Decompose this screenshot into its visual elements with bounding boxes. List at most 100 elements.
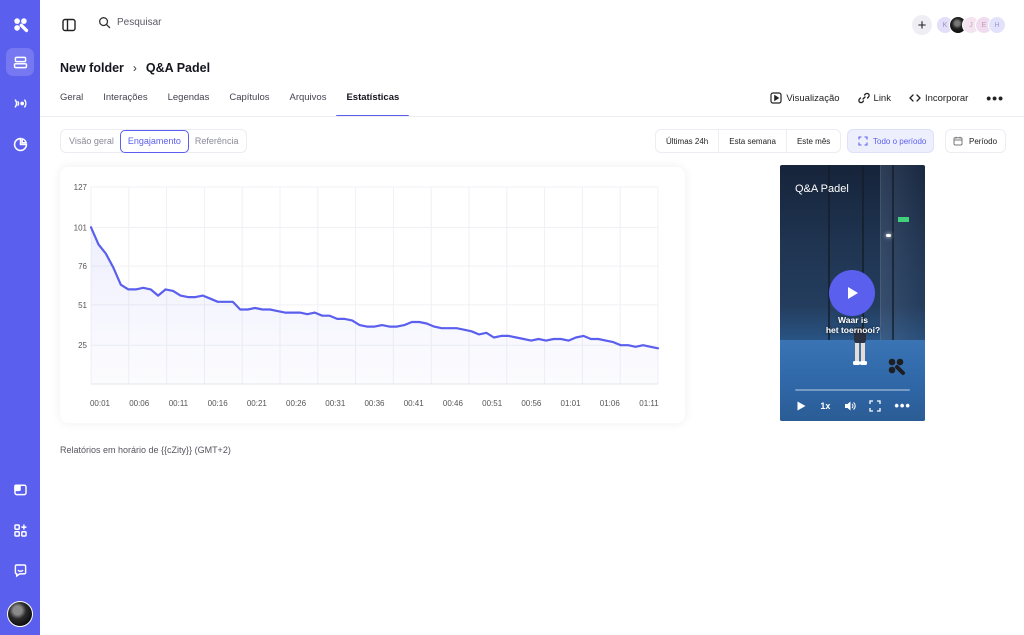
embed-button[interactable]: Incorporar (909, 92, 968, 104)
y-tick-label: 25 (78, 341, 87, 350)
analytics-icon[interactable] (6, 130, 34, 158)
date-range-selector: Últimas 24h Esta semana Este mês (655, 129, 842, 153)
search-icon (99, 17, 111, 29)
calendar-icon (953, 136, 963, 146)
series-line (89, 226, 660, 350)
x-tick-label: 00:36 (364, 399, 385, 408)
y-tick-label: 51 (78, 301, 87, 310)
x-tick-label: 00:21 (247, 399, 268, 408)
range-last-24h[interactable]: Últimas 24h (656, 130, 720, 152)
logo-icon[interactable] (6, 10, 34, 38)
y-tick-label: 127 (74, 183, 88, 192)
volume-icon[interactable] (844, 400, 856, 412)
tab-legendas[interactable]: Legendas (167, 92, 210, 103)
player-figure (853, 327, 867, 365)
x-tick-label: 00:11 (169, 399, 189, 408)
search-input[interactable]: Pesquisar (98, 16, 161, 29)
divider (40, 116, 1024, 117)
video-caption: Waar is het toernooi? (820, 315, 886, 335)
x-tick-label: 01:06 (600, 399, 621, 408)
pole (892, 165, 894, 355)
play-control-icon[interactable] (795, 400, 807, 412)
collaborators: + K J E H (912, 15, 1006, 35)
y-tick-label: 101 (74, 223, 88, 232)
video-progress-bar[interactable] (795, 389, 910, 391)
link-label: Link (873, 92, 891, 104)
embed-icon[interactable] (6, 475, 34, 503)
x-tick-label: 00:51 (482, 399, 503, 408)
embed-label: Incorporar (924, 92, 969, 104)
search-placeholder: Pesquisar (117, 17, 162, 28)
pole (828, 165, 830, 355)
chat-icon[interactable] (6, 556, 34, 584)
fullscreen-icon[interactable] (869, 400, 881, 412)
range-this-week[interactable]: Esta semana (719, 130, 787, 152)
left-rail (0, 0, 40, 635)
all-period-label: Todo o período (873, 136, 927, 146)
top-bar: Pesquisar + K J E H (40, 0, 1024, 50)
glass-wall (880, 165, 925, 345)
period-label: Período (969, 136, 998, 146)
tab-arquivos[interactable]: Arquivos (289, 92, 327, 103)
page-title: Q&A Padel (145, 61, 211, 75)
breadcrumb-folder[interactable]: New folder (60, 61, 124, 75)
user-avatar[interactable] (7, 601, 33, 627)
brand-logo-icon (888, 358, 905, 375)
tab-geral[interactable]: Geral (60, 92, 84, 103)
x-tick-label: 00:26 (286, 399, 307, 408)
video-player[interactable]: Q&A Padel Waar is het toernooi? 1x ••• (780, 165, 925, 421)
code-icon (909, 94, 921, 102)
link-button[interactable]: Link (857, 92, 891, 104)
tab-bar: Geral Interações Legendas Capítulos Arqu… (60, 92, 410, 117)
play-square-icon (770, 92, 782, 104)
subtab-engagement[interactable]: Engajamento (119, 129, 189, 153)
x-tick-label: 00:56 (521, 399, 542, 408)
series-area (91, 227, 658, 384)
x-tick-label: 00:06 (129, 399, 150, 408)
link-icon (857, 92, 870, 104)
tab-estatisticas[interactable]: Estatísticas (336, 92, 410, 117)
subtab-overview[interactable]: Visão geral (69, 136, 114, 146)
tab-interacoes[interactable]: Interações (103, 92, 148, 103)
apps-icon[interactable] (6, 516, 34, 544)
sidebar-toggle-icon[interactable] (61, 17, 77, 33)
custom-period-button[interactable]: Período (945, 129, 1006, 153)
speed-button[interactable]: 1x (820, 401, 831, 411)
broadcast-icon[interactable] (6, 89, 34, 117)
add-collaborator-button[interactable]: + (912, 15, 932, 35)
more-options-icon[interactable]: ••• (986, 90, 1004, 106)
pole (862, 165, 864, 355)
engagement-chart: 25 51 76 101 127 00:01 00:06 00:11 00:16 00:21 00:… (60, 167, 685, 423)
preview-label: Visualização (786, 92, 840, 104)
video-more-icon[interactable]: ••• (894, 398, 911, 413)
play-button[interactable] (829, 270, 875, 316)
breadcrumb: New folder › Q&A Padel (60, 61, 210, 75)
stats-subtabs: Visão geral Engajamento Referência (60, 129, 248, 153)
expand-icon (858, 136, 868, 146)
x-tick-label: 00:01 (90, 399, 111, 408)
video-title: Q&A Padel (795, 183, 849, 195)
chevron-right-icon: › (132, 61, 137, 75)
range-this-month[interactable]: Este mês (796, 136, 831, 146)
y-tick-label: 76 (78, 262, 87, 271)
timezone-note: Relatórios em horário de {{cZity}} (GMT+… (60, 445, 231, 455)
caption-line: het toernooi? (825, 325, 881, 335)
header-actions: Visualização Link Incorporar ••• (770, 90, 1004, 106)
video-controls: 1x ••• (795, 398, 911, 413)
engagement-chart-svg: 25 51 76 101 127 00:01 00:06 00:11 00:16 00:21 00:… (74, 183, 660, 408)
x-tick-label: 00:31 (325, 399, 346, 408)
all-period-button[interactable]: Todo o período (847, 129, 934, 153)
x-tick-label: 01:11 (639, 399, 659, 408)
x-tick-label: 01:01 (561, 399, 582, 408)
exit-sign (898, 217, 909, 222)
preview-button[interactable]: Visualização (770, 92, 840, 104)
x-tick-label: 00:46 (443, 399, 464, 408)
play-icon (848, 287, 858, 299)
x-tick-label: 00:16 (208, 399, 229, 408)
avatar[interactable]: H (988, 16, 1006, 34)
library-icon[interactable] (6, 48, 34, 76)
caption-line: Waar is (838, 315, 868, 325)
x-tick-label: 00:41 (404, 399, 425, 408)
subtab-referral[interactable]: Referência (194, 136, 239, 146)
tab-capitulos[interactable]: Capítulos (229, 92, 270, 103)
